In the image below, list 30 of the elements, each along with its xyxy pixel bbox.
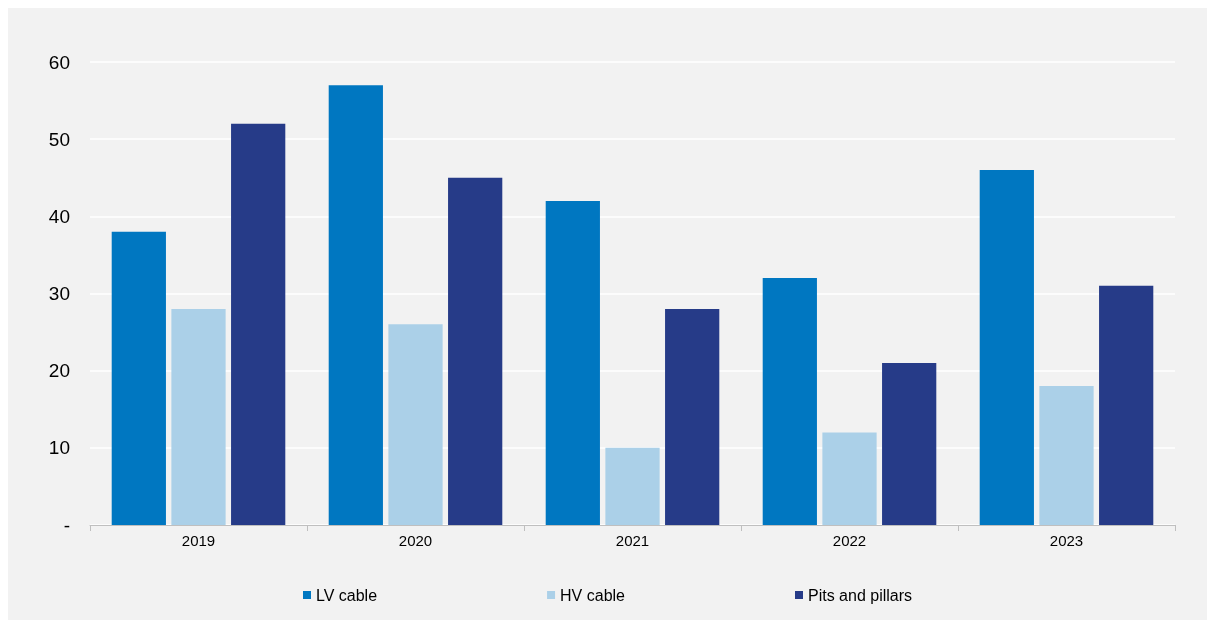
x-tick-label: 2021 <box>615 532 650 549</box>
x-tick-label: 2023 <box>1049 532 1084 549</box>
bar <box>388 324 443 525</box>
bar <box>882 362 937 525</box>
y-tick-label: 10 <box>48 437 70 459</box>
bar <box>822 432 877 525</box>
y-tick-label: - <box>63 514 70 536</box>
legend-label: LV cable <box>315 586 378 604</box>
bar <box>605 447 660 525</box>
bar <box>545 200 600 525</box>
y-tick-label: 40 <box>48 205 70 227</box>
legend-label: HV cable <box>560 586 626 604</box>
x-tick-label: 2022 <box>832 532 867 549</box>
bar <box>979 170 1034 525</box>
bar <box>328 85 383 525</box>
y-tick-label: 50 <box>48 128 70 150</box>
y-tick-label: 20 <box>48 360 70 382</box>
x-tick-label: 2020 <box>398 532 433 549</box>
bar <box>448 177 503 525</box>
x-tick-label: 2019 <box>181 532 216 549</box>
bar <box>762 278 817 525</box>
legend-label: Pits and pillars <box>807 586 913 604</box>
bar <box>1039 386 1094 525</box>
bar <box>231 123 286 525</box>
y-tick-label: 60 <box>48 51 70 73</box>
bar <box>171 308 226 525</box>
bar <box>1099 285 1154 525</box>
bar <box>665 308 720 525</box>
y-tick-label: 30 <box>48 283 70 304</box>
bar <box>111 231 166 525</box>
